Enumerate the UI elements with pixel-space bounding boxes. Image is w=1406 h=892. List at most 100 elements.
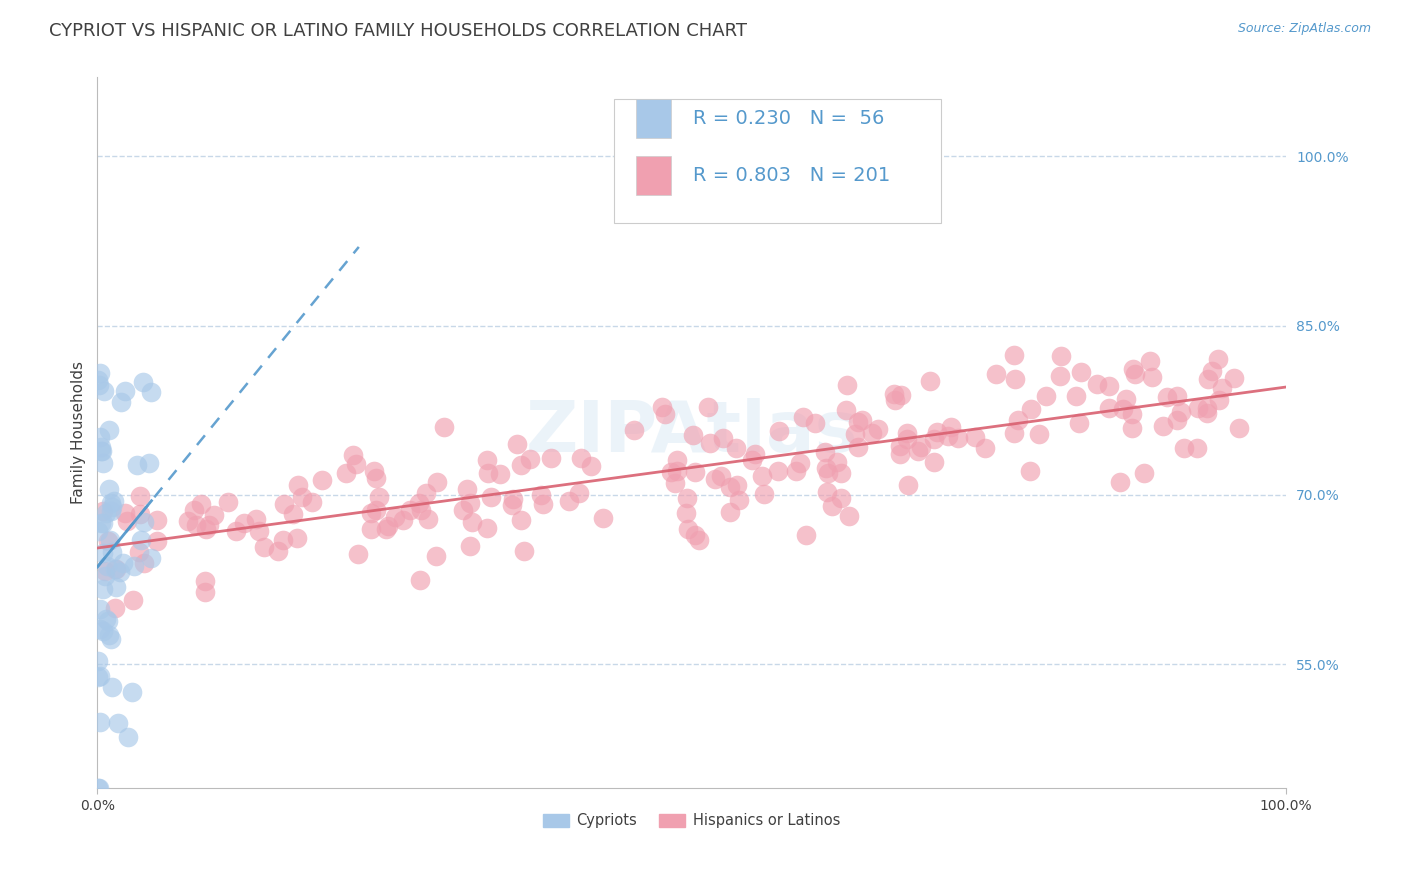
Point xyxy=(342,448,364,462)
Point xyxy=(725,442,748,456)
Point xyxy=(941,420,963,434)
Point xyxy=(97,533,120,548)
Point xyxy=(141,385,163,400)
Point xyxy=(114,507,136,521)
Point xyxy=(986,367,1008,381)
Point xyxy=(1123,367,1146,381)
Point xyxy=(623,423,645,437)
Point xyxy=(87,524,110,538)
Point xyxy=(367,490,389,504)
Point xyxy=(366,503,388,517)
Point xyxy=(924,432,946,446)
Point xyxy=(688,533,710,547)
Point xyxy=(922,455,945,469)
Point xyxy=(290,490,312,504)
Point xyxy=(125,458,148,473)
Point xyxy=(907,444,929,458)
Point xyxy=(202,508,225,523)
Point xyxy=(1227,421,1250,435)
Point xyxy=(558,494,581,508)
Point xyxy=(1185,442,1208,456)
Point xyxy=(1035,389,1057,403)
Point xyxy=(475,521,498,535)
Point xyxy=(592,511,614,525)
Point xyxy=(198,518,221,533)
Point xyxy=(1140,370,1163,384)
Text: Source: ZipAtlas.com: Source: ZipAtlas.com xyxy=(1237,22,1371,36)
Point xyxy=(569,450,592,465)
Point xyxy=(91,582,114,596)
Point xyxy=(890,387,912,401)
Point xyxy=(741,453,763,467)
Point xyxy=(93,384,115,398)
Point xyxy=(89,601,111,615)
Point xyxy=(141,551,163,566)
Point xyxy=(835,402,858,417)
Point xyxy=(1195,401,1218,415)
Point xyxy=(194,574,217,589)
Point xyxy=(785,464,807,478)
Point xyxy=(1156,390,1178,404)
Point xyxy=(654,407,676,421)
Point xyxy=(409,503,432,517)
Point xyxy=(1211,381,1233,395)
Point xyxy=(936,429,959,443)
Point xyxy=(91,516,114,530)
Point xyxy=(183,503,205,517)
Point xyxy=(1098,378,1121,392)
Point xyxy=(89,715,111,730)
Point xyxy=(1098,401,1121,415)
Point xyxy=(134,556,156,570)
Point xyxy=(111,557,134,571)
Point xyxy=(699,435,721,450)
Point xyxy=(1197,372,1219,386)
Point xyxy=(107,715,129,730)
Point xyxy=(718,480,741,494)
Point xyxy=(360,521,382,535)
Point xyxy=(104,601,127,615)
Point xyxy=(377,518,399,533)
Point xyxy=(91,444,114,458)
Point xyxy=(579,458,602,473)
FancyBboxPatch shape xyxy=(636,99,671,138)
Point xyxy=(100,496,122,510)
Point xyxy=(87,781,110,796)
Point xyxy=(94,612,117,626)
Point xyxy=(1121,407,1143,421)
Point xyxy=(89,669,111,683)
Point xyxy=(896,432,918,446)
Point xyxy=(415,485,437,500)
Point xyxy=(830,491,852,505)
Point xyxy=(792,410,814,425)
Point xyxy=(384,510,406,524)
Point xyxy=(889,447,911,461)
Point xyxy=(844,426,866,441)
Point xyxy=(344,457,367,471)
Point xyxy=(883,387,905,401)
Point xyxy=(752,487,775,501)
Point xyxy=(974,441,997,455)
Point xyxy=(1152,419,1174,434)
Point xyxy=(91,624,114,639)
Point xyxy=(1173,441,1195,455)
Point xyxy=(245,512,267,526)
Point xyxy=(531,498,554,512)
Text: CYPRIOT VS HISPANIC OR LATINO FAMILY HOUSEHOLDS CORRELATION CHART: CYPRIOT VS HISPANIC OR LATINO FAMILY HOU… xyxy=(49,22,747,40)
Point xyxy=(1007,413,1029,427)
Point xyxy=(489,467,512,482)
Point xyxy=(1002,425,1025,440)
Point xyxy=(91,546,114,560)
Point xyxy=(513,544,536,558)
Point xyxy=(138,456,160,470)
Point xyxy=(946,431,969,445)
Point xyxy=(91,456,114,470)
Point xyxy=(1004,371,1026,385)
Point xyxy=(768,424,790,438)
Point xyxy=(838,508,860,523)
Point xyxy=(217,494,239,508)
Point xyxy=(100,500,122,514)
Point xyxy=(103,494,125,508)
Point xyxy=(851,413,873,427)
Point xyxy=(105,580,128,594)
Point xyxy=(347,547,370,561)
